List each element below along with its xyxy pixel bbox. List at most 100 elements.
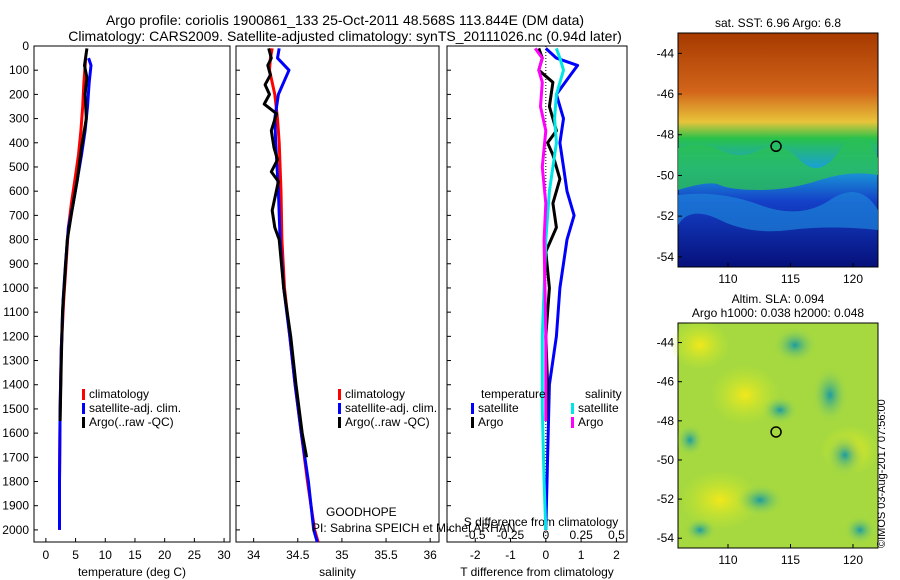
map-x-tick-label: 120 — [843, 272, 863, 286]
y-tick-label: 700 — [9, 208, 29, 222]
y-tick-label: 0 — [22, 39, 29, 53]
legend-swatch — [571, 403, 574, 414]
legend-swatch — [471, 417, 474, 428]
secondary-tick-label: 0 — [542, 528, 549, 542]
y-tick-label: 1700 — [2, 450, 29, 464]
y-tick-label: 1300 — [2, 354, 29, 368]
y-tick-label: 800 — [9, 233, 29, 247]
pi-annotation: PI: Sabrina SPEICH et Michel ARHAN — [312, 521, 515, 535]
x-tick-label: 34.5 — [286, 548, 310, 562]
x-tick-label: -1 — [505, 548, 516, 562]
map-y-tick-label: -52 — [657, 492, 675, 506]
legend-swatch — [82, 403, 85, 414]
y-tick-label: 1500 — [2, 402, 29, 416]
x-tick-label: 0 — [43, 548, 50, 562]
y-tick-label: 300 — [9, 112, 29, 126]
legend-swatch — [338, 389, 341, 400]
map-x-tick-label: 110 — [718, 553, 737, 567]
map-y-tick-label: -52 — [657, 209, 675, 223]
argo-location-marker-sla — [770, 426, 782, 438]
y-tick-label: 1900 — [2, 499, 29, 513]
legend-label: Argo(..raw -QC) — [89, 415, 174, 429]
credit-text: ©IMOS 03-Aug-2017 07:56:00 — [876, 399, 888, 548]
series-line-2-3 — [533, 47, 548, 421]
legend-group-temperature: temperature — [481, 387, 546, 401]
legend-label: satellite — [578, 401, 619, 415]
y-tick-label: 1800 — [2, 475, 29, 489]
sla-map-title-2: Argo h1000: 0.038 h2000: 0.048 — [691, 306, 865, 320]
y-tick-label: 1100 — [3, 305, 29, 319]
map-x-tick-label: 120 — [843, 553, 863, 567]
series-line-0-2 — [58, 48, 89, 422]
secondary-tick-label: -0.25 — [497, 528, 525, 542]
map-y-tick-label: -44 — [657, 46, 675, 60]
y-tick-label: 1400 — [2, 378, 29, 392]
y-tick-label: 100 — [9, 63, 29, 77]
series-line-2-2 — [540, 47, 565, 530]
x-tick-label: 30 — [217, 548, 231, 562]
sst-map: -44 -46 -48 -50 -52 -54 110 115 120 — [657, 32, 879, 286]
plot-frame-2 — [446, 45, 628, 543]
x-axis-label: temperature (deg C) — [78, 565, 186, 579]
map-y-tick-label: -54 — [657, 250, 675, 264]
legend-swatch — [338, 403, 341, 414]
y-tick-label: 200 — [9, 87, 29, 101]
legend-label: climatology — [345, 387, 405, 401]
x-tick-label: 2 — [613, 548, 620, 562]
map-y-tick-label: -46 — [657, 375, 675, 389]
secondary-tick-label: 0.25 — [569, 528, 593, 542]
x-axis-label: salinity — [319, 565, 356, 579]
title-line-2: Climatology: CARS2009. Satellite-adjuste… — [68, 28, 622, 44]
y-tick-label: 900 — [9, 257, 29, 271]
secondary-axis-label: S difference from climatology — [464, 515, 619, 529]
x-tick-label: 5 — [72, 548, 79, 562]
legend-swatch — [82, 417, 85, 428]
sla-map-title-1: Altim. SLA: 0.094 — [731, 292, 825, 306]
series-line-2-0 — [544, 47, 580, 530]
y-tick-label: 2000 — [2, 523, 29, 537]
sla-map: -44 -46 -48 -50 -52 -54 110 115 120 — [657, 320, 880, 567]
y-tick-label: 400 — [9, 136, 29, 150]
x-axis-label: T difference from climatology — [460, 565, 614, 579]
y-tick-label: 500 — [9, 160, 29, 174]
legend-swatch — [571, 417, 574, 428]
legend-group-salinity: salinity — [585, 387, 622, 401]
x-tick-label: 10 — [99, 548, 113, 562]
legend-label: Argo(..raw -QC) — [345, 415, 430, 429]
sst-map-title: sat. SST: 6.96 Argo: 6.8 — [714, 16, 842, 30]
x-tick-label: 15 — [128, 548, 142, 562]
argo-location-marker-sst — [770, 140, 782, 153]
x-tick-label: -2 — [470, 548, 481, 562]
project-annotation: GOODHOPE — [326, 505, 397, 519]
y-tick-label: 1600 — [2, 426, 29, 440]
x-tick-label: 20 — [158, 548, 172, 562]
series-line-2-1 — [537, 47, 562, 422]
map-y-tick-label: -44 — [657, 336, 675, 350]
map-y-tick-label: -48 — [657, 128, 675, 142]
legend-label: satellite — [478, 401, 519, 415]
legend-label: climatology — [89, 387, 149, 401]
legend-swatch — [471, 403, 474, 414]
plot-frame-0 — [33, 45, 231, 543]
legend-label: Argo — [478, 415, 504, 429]
x-tick-label: 1 — [578, 548, 585, 562]
legend-label: Argo — [578, 415, 604, 429]
map-x-tick-label: 110 — [718, 272, 737, 286]
map-y-tick-label: -54 — [657, 531, 675, 545]
y-tick-label: 600 — [9, 184, 29, 198]
x-tick-label: 35 — [335, 548, 349, 562]
x-tick-label: 25 — [188, 548, 202, 562]
map-y-tick-label: -50 — [657, 168, 675, 182]
secondary-tick-label: 0.5 — [608, 528, 625, 542]
secondary-tick-label: -0.5 — [465, 528, 486, 542]
map-y-tick-label: -50 — [657, 453, 675, 467]
x-tick-label: 0 — [542, 548, 549, 562]
y-tick-label: 1200 — [2, 329, 29, 343]
plot-frame-1 — [235, 45, 440, 543]
series-line-1-2 — [262, 48, 309, 458]
legend-label: satellite-adj. clim. — [345, 401, 437, 415]
map-x-tick-label: 115 — [781, 553, 800, 567]
title-line-1: Argo profile: coriolis 1900861_133 25-Oc… — [105, 12, 585, 28]
x-tick-label: 34 — [247, 548, 261, 562]
